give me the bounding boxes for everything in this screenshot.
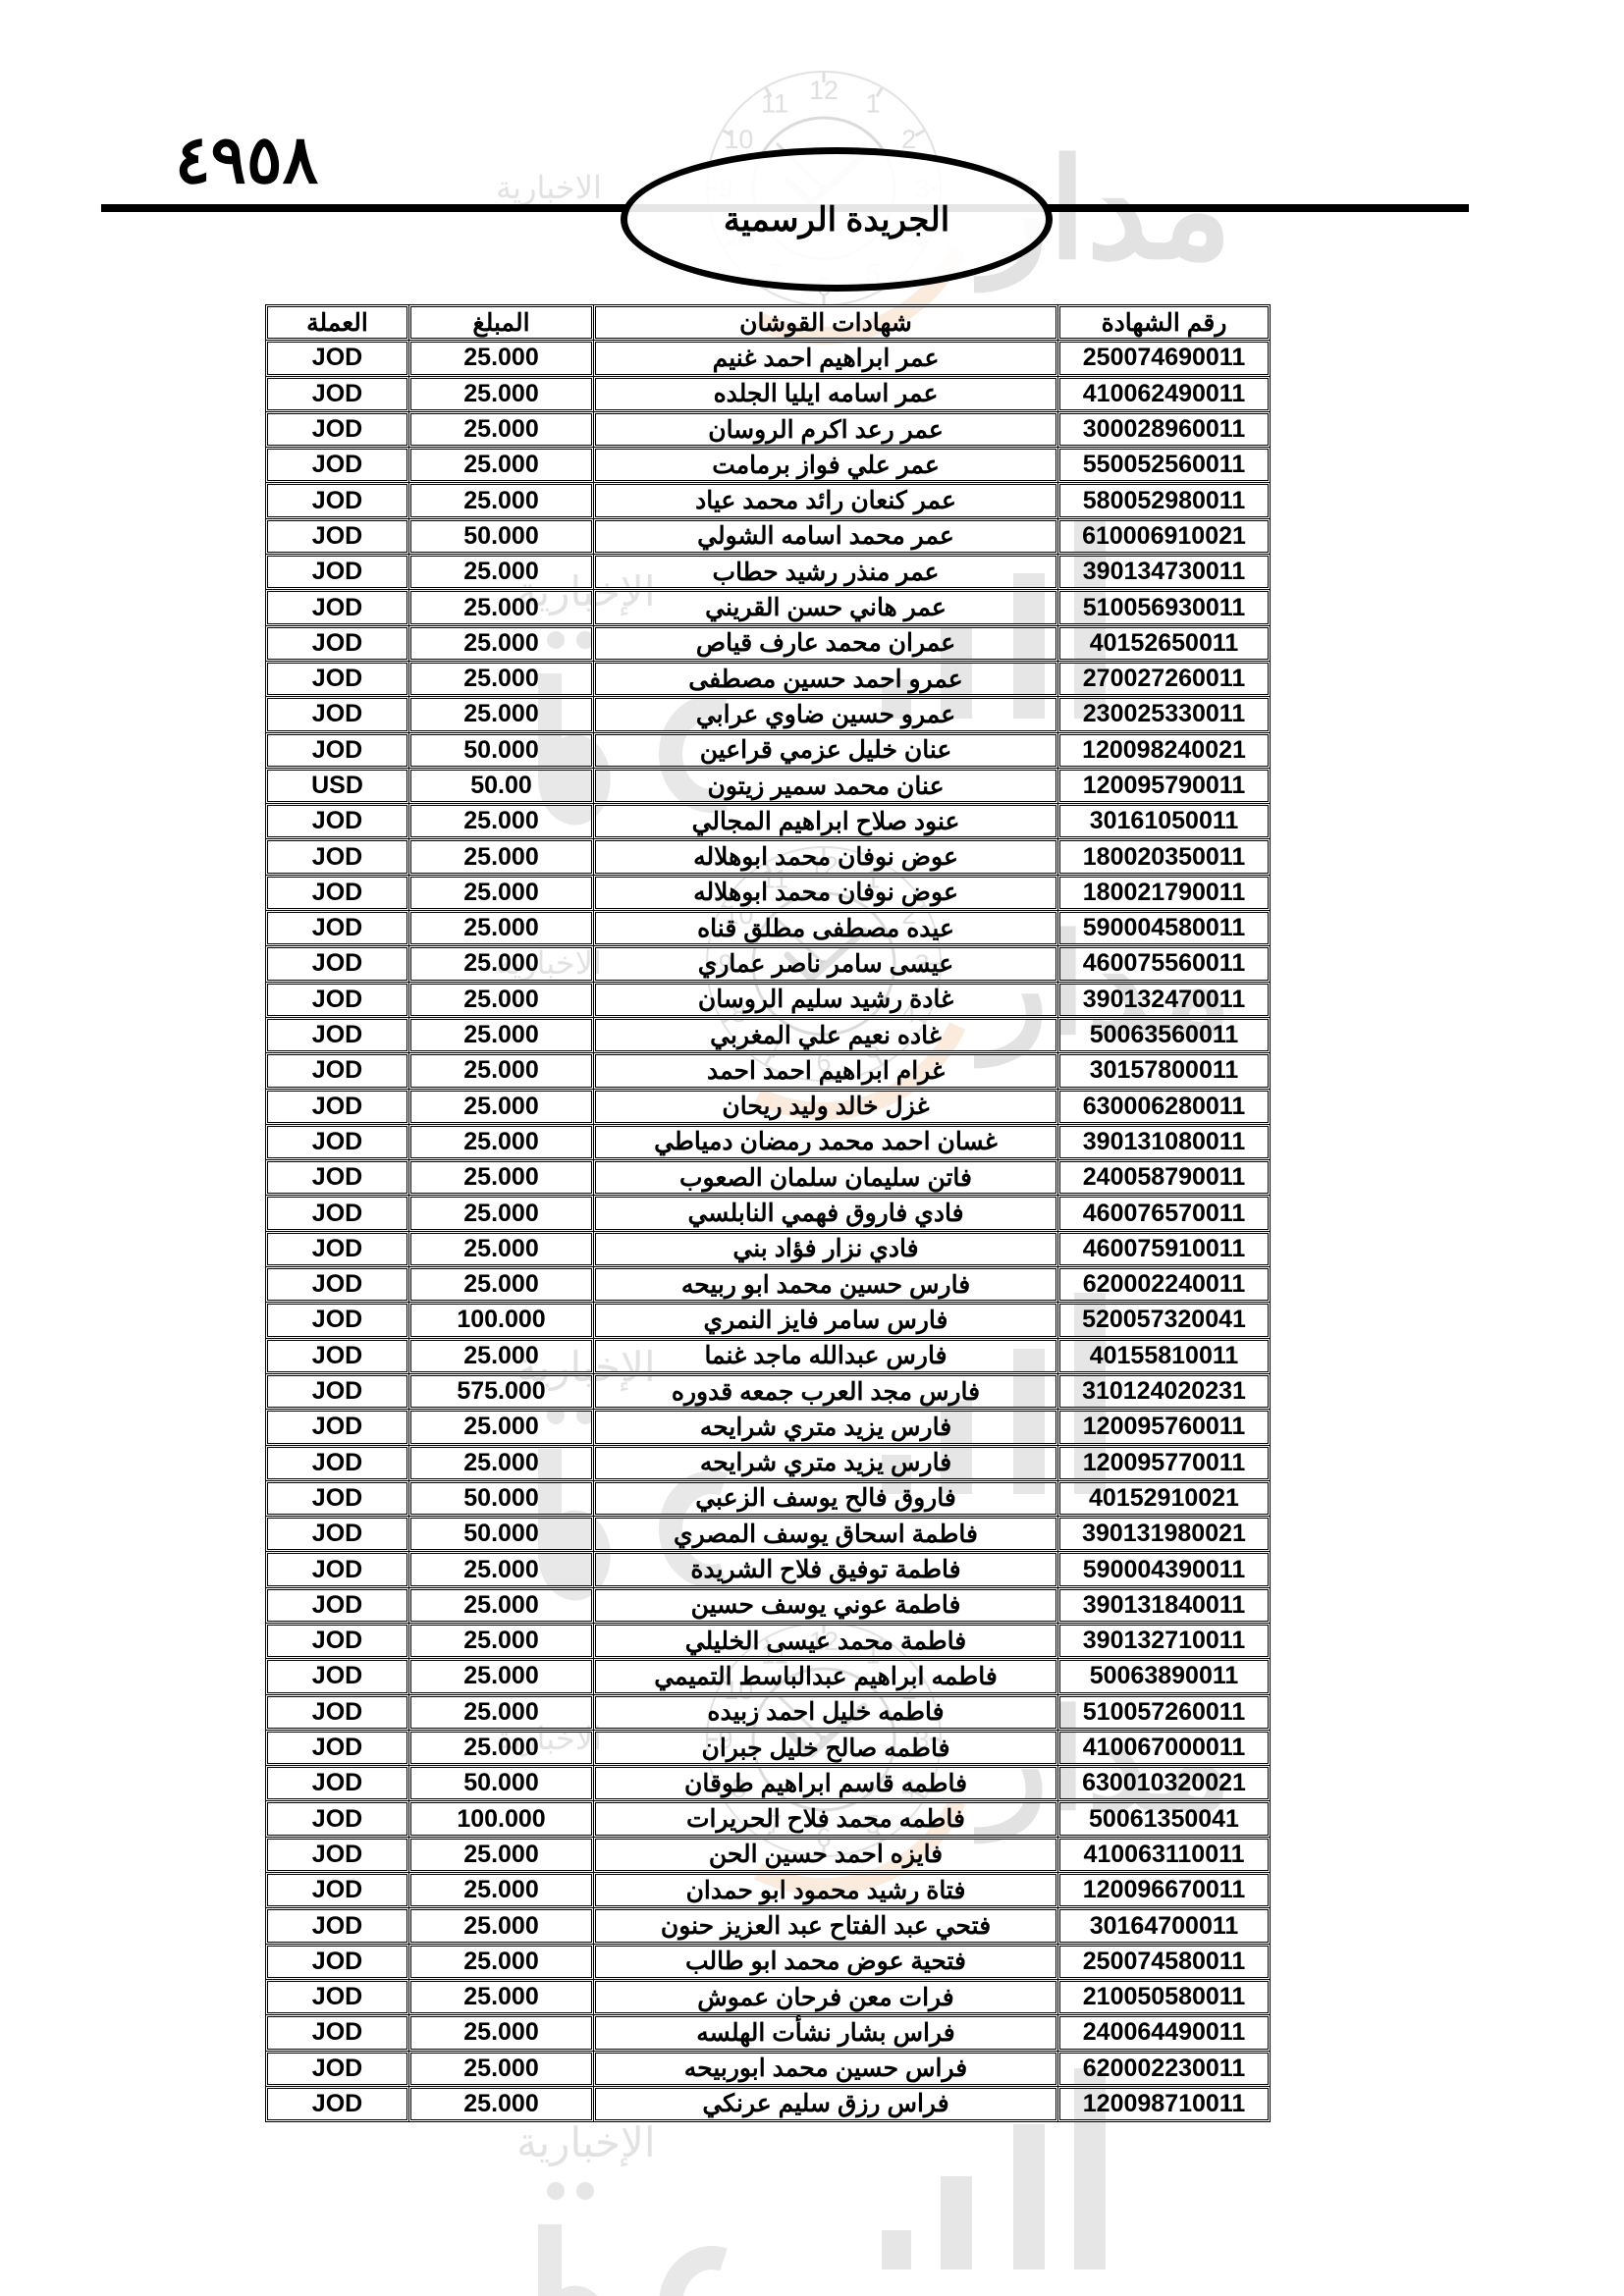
svg-text:2: 2: [901, 125, 916, 154]
svg-text:الإخبارية: الإخبارية: [516, 2119, 656, 2167]
svg-text:12: 12: [809, 76, 839, 105]
svg-text:الاخبارية: الاخبارية: [496, 170, 602, 206]
svg-text:11: 11: [761, 88, 788, 118]
svg-text:10: 10: [724, 125, 753, 154]
svg-text:1: 1: [865, 88, 880, 118]
